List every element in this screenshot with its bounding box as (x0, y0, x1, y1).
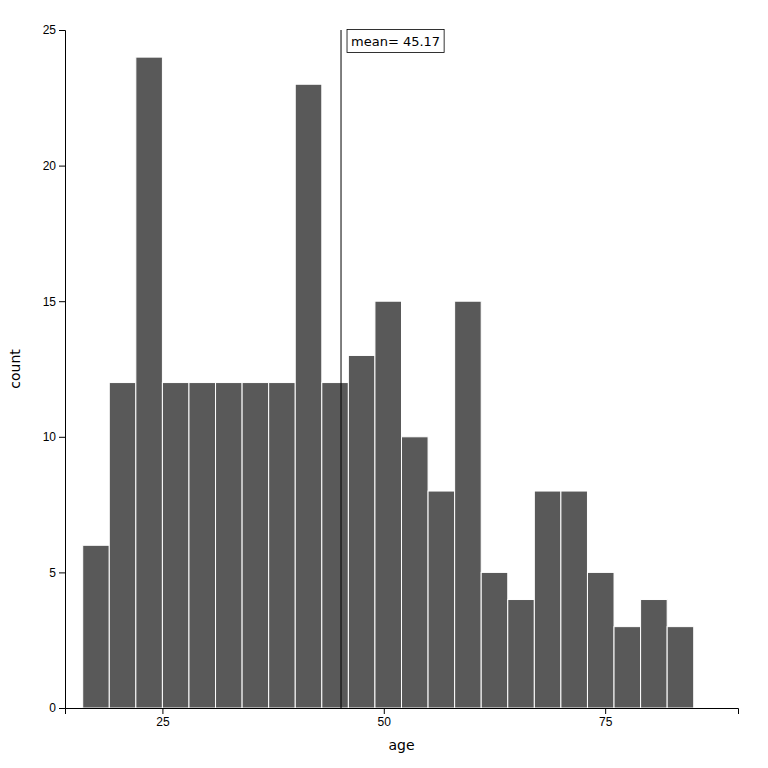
y-tick-label: 10 (43, 430, 57, 444)
bar (534, 491, 561, 708)
bar (216, 383, 243, 708)
x-tick-label: 25 (156, 715, 170, 729)
bar (322, 383, 349, 708)
x-axis-title: age (388, 737, 414, 753)
bar (348, 355, 375, 708)
y-tick: 20 (43, 159, 65, 173)
bar (508, 600, 535, 708)
bar (481, 572, 508, 708)
y-tick-mark (59, 437, 65, 438)
mean-line (341, 30, 342, 708)
x-tick-label: 75 (599, 715, 613, 729)
bar (587, 572, 614, 708)
y-tick: 15 (43, 295, 65, 309)
x-axis-line (66, 709, 739, 715)
bar (614, 627, 641, 708)
y-tick-mark (59, 572, 65, 573)
plot-area: 25 50 75 0 5 10 15 20 25 mean= 45.17 (43, 23, 739, 728)
y-tick: 0 (49, 701, 65, 715)
y-tick-label: 0 (49, 701, 56, 715)
bar (455, 301, 482, 708)
y-axis: 0 5 10 15 20 25 (43, 23, 66, 715)
y-tick-mark (59, 708, 65, 709)
bar (83, 545, 110, 708)
bar (402, 437, 429, 708)
y-tick-label: 25 (43, 23, 57, 37)
bar (189, 383, 216, 708)
y-axis-title: count (7, 349, 23, 389)
annotation: mean= 45.17 (347, 30, 444, 53)
y-tick-label: 15 (43, 295, 57, 309)
bar (667, 627, 694, 708)
x-tick-label: 50 (378, 715, 392, 729)
annotation-box (347, 30, 444, 53)
x-axis: 25 50 75 (66, 708, 739, 729)
x-tick-mark (605, 708, 606, 714)
annotation-label: mean= 45.17 (351, 34, 440, 49)
bar (428, 491, 455, 708)
bar (375, 301, 402, 708)
bar (295, 84, 322, 708)
marks (83, 30, 694, 708)
bar (641, 600, 668, 708)
bar (561, 491, 588, 708)
x-tick: 50 (378, 708, 392, 729)
bar (109, 383, 136, 708)
y-tick: 5 (49, 566, 65, 580)
y-tick-label: 20 (43, 159, 57, 173)
y-tick-mark (59, 166, 65, 167)
bar (136, 57, 163, 708)
bar (162, 383, 189, 708)
bar (242, 383, 269, 708)
x-tick: 25 (156, 708, 170, 729)
y-tick-label: 5 (49, 566, 56, 580)
x-tick-mark (384, 708, 385, 714)
y-tick-mark (59, 30, 65, 31)
y-tick-mark (59, 301, 65, 302)
chart: 25 50 75 0 5 10 15 20 25 mean= 45.17 age count (0, 0, 768, 768)
x-tick: 75 (599, 708, 613, 729)
y-tick: 25 (43, 23, 65, 37)
bar (269, 383, 296, 708)
y-tick: 10 (43, 430, 65, 444)
x-tick-mark (162, 708, 163, 714)
y-axis-line (59, 31, 66, 709)
